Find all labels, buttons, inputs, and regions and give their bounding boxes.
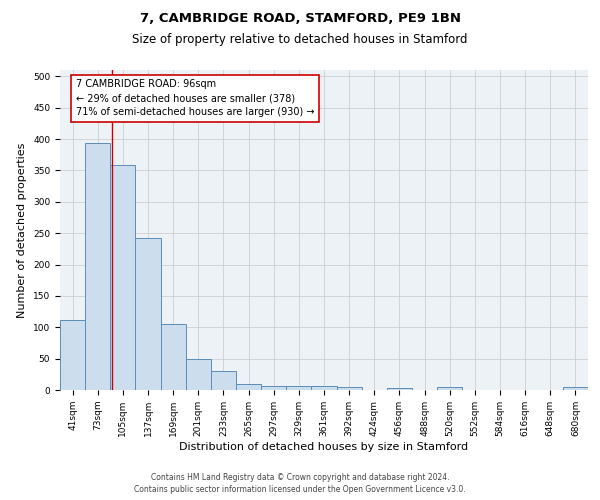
- Bar: [261, 386, 286, 390]
- X-axis label: Distribution of detached houses by size in Stamford: Distribution of detached houses by size …: [179, 442, 469, 452]
- Bar: [563, 388, 588, 390]
- Bar: [387, 388, 412, 390]
- Bar: [186, 358, 211, 390]
- Bar: [136, 238, 161, 390]
- Y-axis label: Number of detached properties: Number of detached properties: [17, 142, 28, 318]
- Text: 7, CAMBRIDGE ROAD, STAMFORD, PE9 1BN: 7, CAMBRIDGE ROAD, STAMFORD, PE9 1BN: [139, 12, 461, 26]
- Text: 7 CAMBRIDGE ROAD: 96sqm
← 29% of detached houses are smaller (378)
71% of semi-d: 7 CAMBRIDGE ROAD: 96sqm ← 29% of detache…: [76, 80, 314, 118]
- Bar: [236, 384, 261, 390]
- Bar: [110, 166, 136, 390]
- Bar: [60, 320, 85, 390]
- Bar: [437, 388, 462, 390]
- Bar: [211, 371, 236, 390]
- Bar: [85, 144, 110, 390]
- Text: Size of property relative to detached houses in Stamford: Size of property relative to detached ho…: [132, 32, 468, 46]
- Bar: [286, 386, 311, 390]
- Text: Contains public sector information licensed under the Open Government Licence v3: Contains public sector information licen…: [134, 485, 466, 494]
- Text: Contains HM Land Registry data © Crown copyright and database right 2024.: Contains HM Land Registry data © Crown c…: [151, 472, 449, 482]
- Bar: [161, 324, 186, 390]
- Bar: [337, 387, 362, 390]
- Bar: [311, 386, 337, 390]
